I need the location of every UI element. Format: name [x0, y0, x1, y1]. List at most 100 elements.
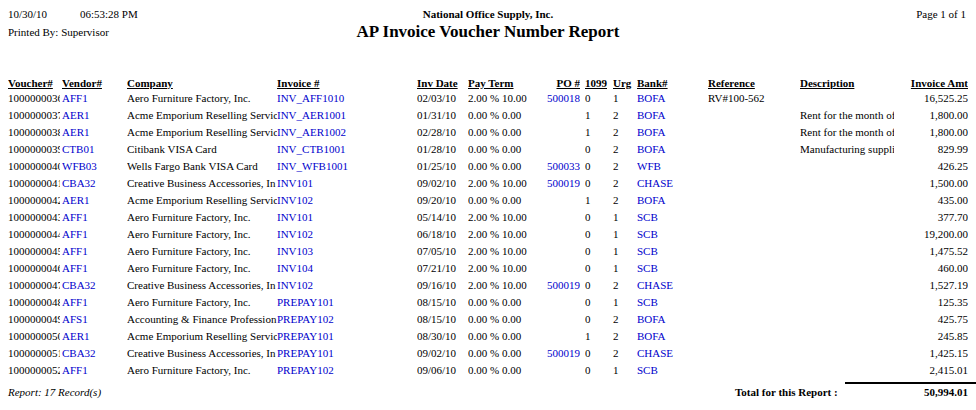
cell-inv_date: 07/05/10: [417, 245, 465, 257]
page-number: Page 1 of 1: [916, 8, 966, 20]
cell-company: Accounting & Finance Profession: [127, 313, 277, 325]
cell-invoice[interactable]: INV_AFF1010: [277, 92, 415, 104]
cell-urg: 2: [613, 143, 635, 155]
table-row: 1000000038AER1Acme Emporium Reselling Se…: [0, 126, 976, 143]
cell-invoice[interactable]: INV102: [277, 279, 415, 291]
cell-vendor[interactable]: AFF1: [62, 262, 124, 274]
cell-bank[interactable]: BOFA: [637, 143, 701, 155]
cell-bank[interactable]: SCB: [637, 211, 701, 223]
cell-amount: 16,525.25: [858, 92, 968, 104]
cell-inv_date: 09/20/10: [417, 194, 465, 206]
cell-pay_term: 0.00 % 0.00: [468, 194, 554, 206]
cell-vendor[interactable]: AER1: [62, 194, 124, 206]
cell-vendor[interactable]: AFF1: [62, 364, 124, 376]
cell-vendor[interactable]: CBA32: [62, 177, 124, 189]
cell-f1099: 0: [585, 313, 609, 325]
cell-invoice[interactable]: PREPAY102: [277, 364, 415, 376]
cell-company: Citibank VISA Card: [127, 143, 277, 155]
cell-f1099: 0: [585, 364, 609, 376]
cell-bank[interactable]: CHASE: [637, 177, 701, 189]
column-header-company: Company: [127, 77, 277, 89]
cell-invoice[interactable]: INV104: [277, 262, 415, 274]
cell-po[interactable]: 500018: [520, 92, 580, 104]
cell-urg: 1: [613, 245, 635, 257]
cell-pay_term: 0.00 % 0.00: [468, 313, 554, 325]
cell-vendor[interactable]: AFS1: [62, 313, 124, 325]
cell-invoice[interactable]: INV102: [277, 228, 415, 240]
cell-amount: 19,200.00: [858, 228, 968, 240]
cell-f1099: 0: [585, 160, 609, 172]
cell-invoice[interactable]: PREPAY101: [277, 330, 415, 342]
cell-company: Acme Emporium Reselling Servic: [127, 109, 277, 121]
column-header-voucher: Voucher#: [8, 77, 60, 89]
cell-bank[interactable]: SCB: [637, 245, 701, 257]
cell-vendor[interactable]: CBA32: [62, 279, 124, 291]
cell-bank[interactable]: SCB: [637, 364, 701, 376]
cell-bank[interactable]: BOFA: [637, 109, 701, 121]
cell-invoice[interactable]: INV_AER1002: [277, 126, 415, 138]
cell-bank[interactable]: CHASE: [637, 279, 701, 291]
cell-vendor[interactable]: CBA32: [62, 347, 124, 359]
cell-f1099: 0: [585, 245, 609, 257]
cell-bank[interactable]: BOFA: [637, 126, 701, 138]
table-row: 1000000050AER1Acme Emporium Reselling Se…: [0, 330, 976, 347]
cell-amount: 1,800.00: [858, 126, 968, 138]
cell-vendor[interactable]: AFF1: [62, 245, 124, 257]
cell-po[interactable]: 500019: [520, 279, 580, 291]
cell-bank[interactable]: BOFA: [637, 194, 701, 206]
cell-invoice[interactable]: PREPAY101: [277, 296, 415, 308]
cell-company: Acme Emporium Reselling Servic: [127, 126, 277, 138]
cell-bank[interactable]: WFB: [637, 160, 701, 172]
cell-invoice[interactable]: PREPAY102: [277, 313, 415, 325]
cell-vendor[interactable]: WFB03: [62, 160, 124, 172]
cell-invoice[interactable]: INV_AER1001: [277, 109, 415, 121]
cell-invoice[interactable]: INV102: [277, 194, 415, 206]
table-row: 1000000039CTB01Citibank VISA CardINV_CTB…: [0, 143, 976, 160]
cell-vendor[interactable]: AFF1: [62, 211, 124, 223]
cell-company: Acme Emporium Reselling Servic: [127, 330, 277, 342]
cell-urg: 1: [613, 211, 635, 223]
cell-bank[interactable]: CHASE: [637, 347, 701, 359]
cell-vendor[interactable]: AER1: [62, 330, 124, 342]
cell-vendor[interactable]: AER1: [62, 126, 124, 138]
cell-po[interactable]: 500033: [520, 160, 580, 172]
cell-vendor[interactable]: AFF1: [62, 228, 124, 240]
cell-amount: 125.35: [858, 296, 968, 308]
ap-invoice-voucher-report-page: 10/30/10 06:53:28 PM National Office Sup…: [0, 0, 976, 410]
cell-bank[interactable]: BOFA: [637, 313, 701, 325]
cell-bank[interactable]: BOFA: [637, 330, 701, 342]
cell-f1099: 0: [585, 296, 609, 308]
cell-po[interactable]: 500019: [520, 177, 580, 189]
cell-vendor[interactable]: AFF1: [62, 92, 124, 104]
cell-company: Acme Emporium Reselling Servic: [127, 194, 277, 206]
cell-vendor[interactable]: AFF1: [62, 296, 124, 308]
cell-voucher: 1000000039: [8, 143, 60, 155]
table-row: 1000000044AFF1Aero Furniture Factory, In…: [0, 228, 976, 245]
cell-bank[interactable]: SCB: [637, 262, 701, 274]
cell-amount: 1,475.52: [858, 245, 968, 257]
cell-invoice[interactable]: INV_CTB1001: [277, 143, 415, 155]
table-row: 1000000048AFF1Aero Furniture Factory, In…: [0, 296, 976, 313]
cell-vendor[interactable]: CTB01: [62, 143, 124, 155]
cell-invoice[interactable]: PREPAY101: [277, 347, 415, 359]
cell-vendor[interactable]: AER1: [62, 109, 124, 121]
cell-invoice[interactable]: INV101: [277, 177, 415, 189]
cell-invoice[interactable]: INV101: [277, 211, 415, 223]
cell-po[interactable]: 500019: [520, 347, 580, 359]
cell-amount: 426.25: [858, 160, 968, 172]
cell-bank[interactable]: SCB: [637, 296, 701, 308]
cell-bank[interactable]: BOFA: [637, 92, 701, 104]
total-label: Total for this Report :: [735, 386, 838, 398]
cell-inv_date: 01/31/10: [417, 109, 465, 121]
cell-invoice[interactable]: INV_WFB1001: [277, 160, 415, 172]
cell-urg: 1: [613, 262, 635, 274]
cell-bank[interactable]: SCB: [637, 228, 701, 240]
cell-voucher: 1000000048: [8, 296, 60, 308]
cell-amount: 245.85: [858, 330, 968, 342]
cell-inv_date: 08/15/10: [417, 313, 465, 325]
cell-invoice[interactable]: INV103: [277, 245, 415, 257]
cell-amount: 1,800.00: [858, 109, 968, 121]
cell-pay_term: 2.00 % 10.00: [468, 245, 554, 257]
cell-company: Creative Business Accessories, In: [127, 177, 277, 189]
cell-urg: 2: [613, 279, 635, 291]
